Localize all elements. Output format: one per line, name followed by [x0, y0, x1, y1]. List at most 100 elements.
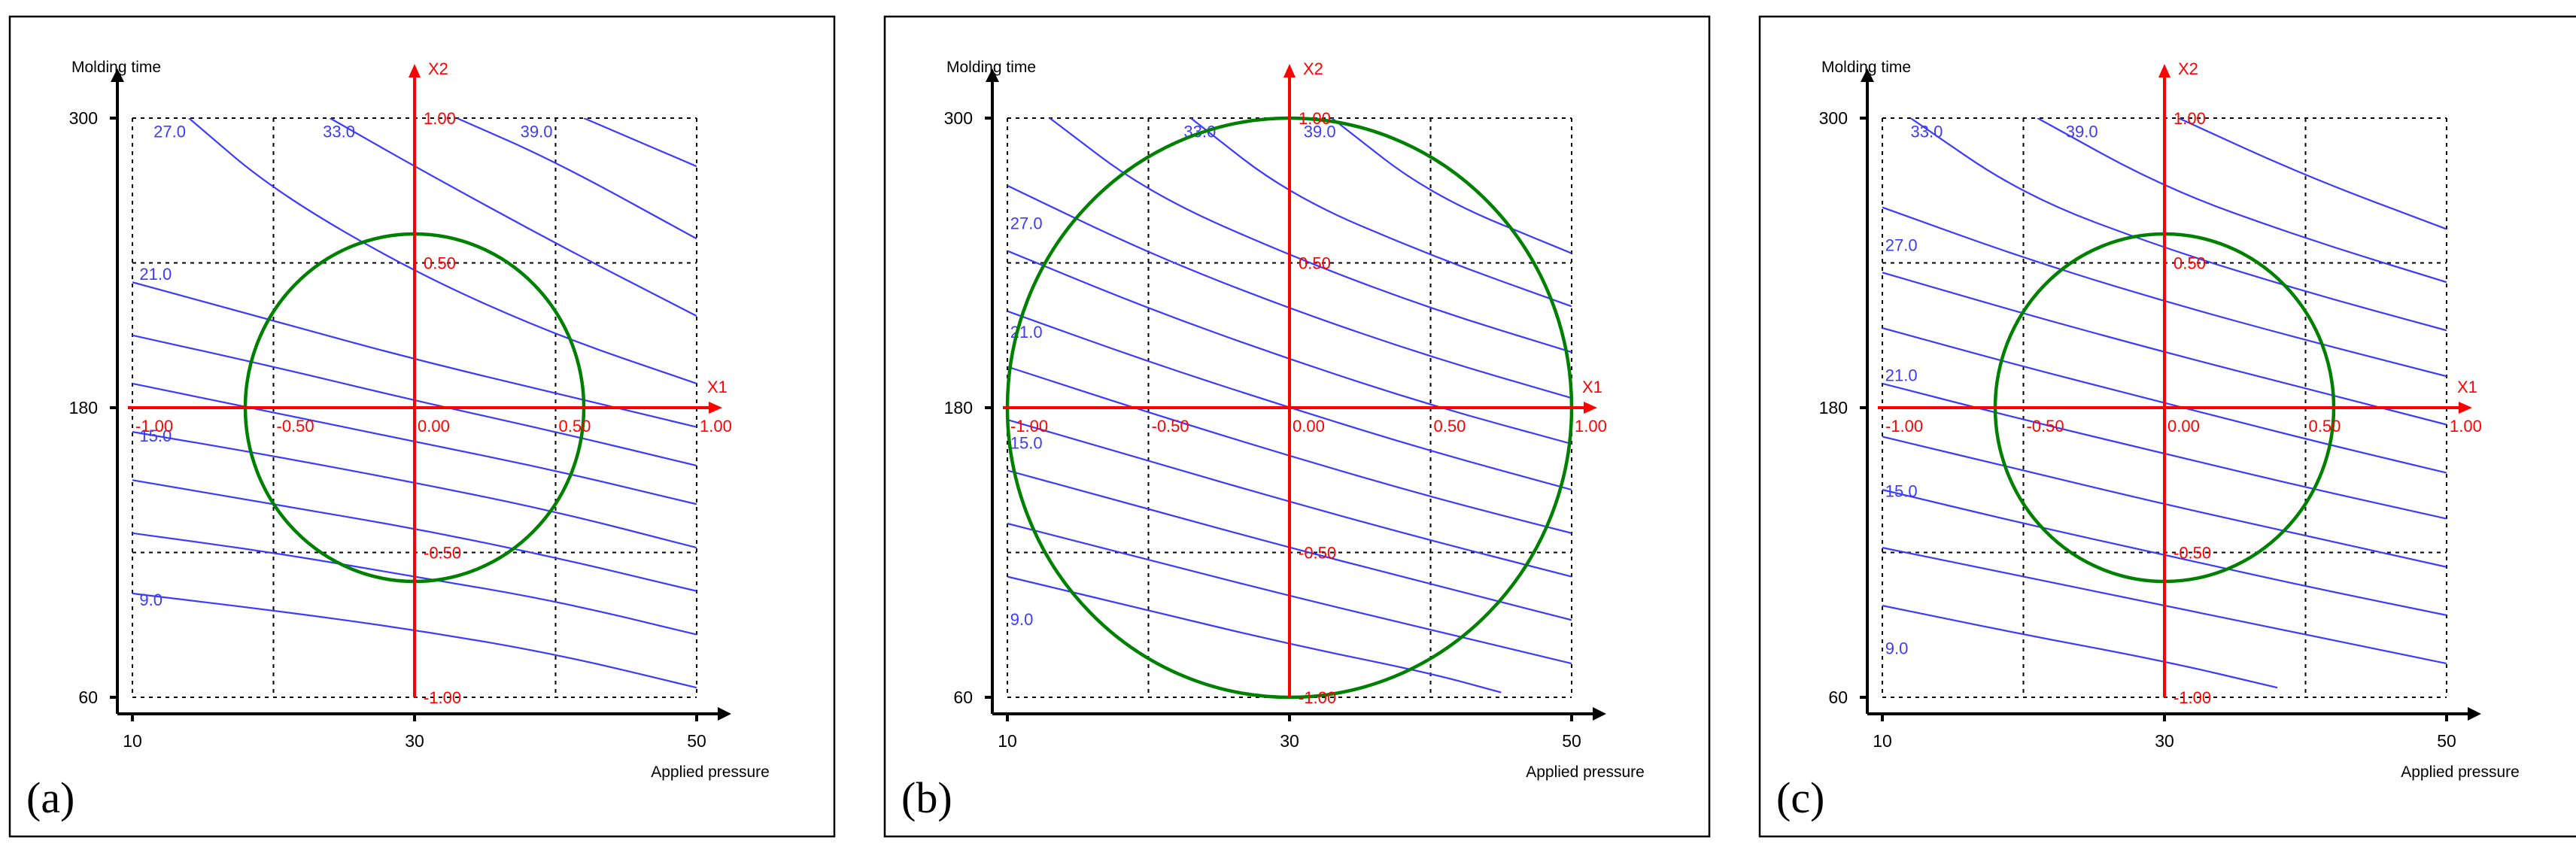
x-tick-label: 30: [405, 731, 424, 751]
contour-line: [456, 118, 697, 240]
coded-y-label: -1.00: [424, 688, 461, 707]
contour-line: [1882, 547, 2447, 665]
y-tick-label: 60: [953, 688, 973, 707]
coded-x-label: -1.00: [1010, 417, 1048, 436]
contour-line: [583, 118, 697, 168]
coded-y-label: -0.50: [424, 544, 461, 563]
x1-axis-name: X1: [1582, 378, 1602, 396]
contour-label: 27.0: [1885, 235, 1918, 254]
contour-label: 39.0: [521, 123, 553, 141]
coded-x-label: -0.50: [2027, 417, 2064, 436]
x-tick-label: 10: [1873, 731, 1892, 751]
coded-x-label: 0.50: [559, 417, 591, 436]
x-tick-label: 50: [2437, 731, 2456, 751]
axes: 10 30 50 300 180 60: [69, 68, 731, 751]
contour-lines: [132, 118, 697, 689]
coded-y-label: -1.00: [2174, 688, 2211, 707]
coded-x-label: -0.50: [277, 417, 314, 436]
contour-line: [132, 532, 697, 636]
coded-y-label: 0.50: [2174, 254, 2206, 273]
contour-line: [1007, 184, 1572, 399]
coded-x-label: 1.00: [1575, 417, 1607, 436]
contour-line: [1007, 522, 1572, 665]
panel-label: (b): [901, 773, 952, 822]
contour-line: [132, 431, 697, 549]
x1-arrowhead: [709, 402, 722, 414]
contour-label: 33.0: [1911, 123, 1943, 141]
panel-label: (a): [26, 773, 74, 822]
contour-line: [1882, 327, 2447, 474]
contour-line: [1882, 605, 2278, 689]
contour-label: 9.0: [139, 590, 163, 609]
contour-label: 15.0: [1885, 482, 1918, 501]
contour-label: 39.0: [2066, 123, 2098, 141]
contour-line: [132, 592, 697, 689]
coded-y-label: -0.50: [1299, 544, 1336, 563]
coded-y-label: -1.00: [1299, 688, 1336, 707]
y-axis-arrowhead: [111, 68, 124, 82]
x2-axis-name: X2: [428, 59, 448, 78]
contour-line: [1007, 418, 1572, 578]
contour-line: [2037, 118, 2447, 284]
coded-axes: X1 X2 -1.00 -0.50 0.00 0.50 1.00 1.00 0.50 -0.50 -…: [1878, 59, 2482, 707]
x-axis-title: Applied pressure: [651, 763, 770, 781]
coded-y-label: 1.00: [424, 109, 456, 128]
x-tick-label: 30: [1280, 731, 1299, 751]
x-axis-arrowhead: [1593, 707, 1606, 721]
axes: 10 30 50 300 180 60: [1819, 68, 2481, 751]
y-tick-label: 180: [944, 398, 973, 417]
contour-label: 21.0: [139, 265, 172, 284]
coded-y-label: 0.50: [1299, 254, 1331, 273]
y-tick-label: 300: [69, 108, 98, 128]
coded-x-label: -1.00: [135, 417, 173, 436]
x1-arrowhead: [1584, 402, 1597, 414]
x1-axis-name: X1: [707, 378, 728, 396]
x-tick-label: 10: [998, 731, 1017, 751]
y-axis-arrowhead: [1861, 68, 1874, 82]
y-tick-label: 60: [1828, 688, 1848, 707]
y-axis-title: Molding time: [1821, 59, 1911, 76]
x-tick-label: 10: [123, 731, 142, 751]
contour-label: 33.0: [323, 123, 355, 141]
x-axis-title: Applied pressure: [2401, 763, 2520, 781]
chart-panel-a: 27.0 33.0 39.0 21.0 15.0 9.0 X1 X2 -1.00 -0.50 0.0…: [8, 15, 836, 838]
y-tick-label: 300: [1819, 108, 1848, 128]
coded-axes: X1 X2 -1.00 -0.50 0.00 0.50 1.00 1.00 0.50 -0.50 -…: [128, 59, 732, 707]
chart-panel-c: 33.0 39.0 27.0 21.0 15.0 9.0 X1 X2 -1.00 -0.50 0.0…: [1758, 15, 2576, 838]
contour-line: [2178, 118, 2447, 230]
x2-axis-name: X2: [2178, 59, 2198, 78]
y-tick-label: 300: [944, 108, 973, 128]
contour-line: [188, 118, 697, 384]
contour-line: [132, 281, 697, 428]
contour-line: [1007, 469, 1572, 621]
x-axis-arrowhead: [718, 707, 731, 721]
contour-label: 27.0: [153, 123, 186, 141]
coded-x-label: 1.00: [700, 417, 732, 436]
contour-line: [1049, 118, 1572, 354]
coded-x-label: 0.50: [2309, 417, 2341, 436]
x-tick-label: 50: [1562, 731, 1581, 751]
contour-line: [132, 479, 697, 592]
contour-line: [1007, 366, 1572, 534]
contour-label: 15.0: [139, 426, 172, 445]
x2-arrowhead: [1283, 64, 1296, 77]
contour-line: [1882, 206, 2447, 378]
coded-x-label: -0.50: [1152, 417, 1189, 436]
coded-x-label: 1.00: [2450, 417, 2482, 436]
contour-line: [1882, 382, 2447, 520]
contour-label: 9.0: [1010, 610, 1034, 629]
coded-x-label: -1.00: [1885, 417, 1923, 436]
x2-axis-name: X2: [1303, 59, 1323, 78]
contour-line: [1007, 250, 1572, 445]
x1-axis-name: X1: [2457, 378, 2477, 396]
y-axis-title: Molding time: [946, 59, 1036, 76]
contour-label: 39.0: [1304, 123, 1336, 141]
coded-x-label: 0.50: [1434, 417, 1466, 436]
y-tick-label: 180: [69, 398, 98, 417]
y-tick-label: 180: [1819, 398, 1848, 417]
contour-label: 27.0: [1010, 214, 1043, 233]
contour-line: [1909, 118, 2447, 332]
coded-x-label: 0.00: [2167, 417, 2200, 436]
